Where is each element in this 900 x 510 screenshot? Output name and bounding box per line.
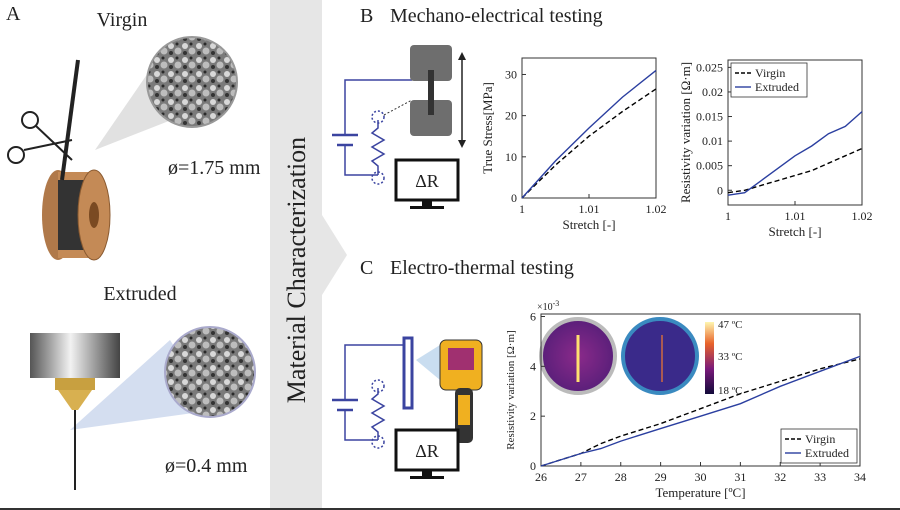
spool: [42, 59, 111, 261]
x-axis-label: Stretch [-]: [562, 217, 615, 232]
thermal-images: [539, 317, 714, 395]
panel-title: Mechano-electrical testing: [390, 5, 603, 27]
y-axis-label: True Stress[MPa]: [480, 82, 495, 174]
colorbar-label: 18 ºC: [718, 385, 743, 397]
thermal-camera: [416, 339, 483, 443]
y-tick-label: 2: [530, 409, 536, 423]
x-tick-label: 1.01: [785, 209, 806, 223]
virgin-label: Virgin: [97, 9, 148, 31]
x-axis-label: Stretch [-]: [768, 224, 821, 239]
panel-label: A: [6, 3, 21, 25]
multiplier-exponent: -3: [553, 299, 560, 308]
y-tick-label: 0.015: [696, 110, 723, 124]
series-line: [521, 88, 657, 199]
extruded-label: Extruded: [103, 283, 176, 305]
legend-label: Extruded: [755, 80, 799, 94]
series-line: [540, 358, 861, 467]
sem-image: [146, 36, 238, 128]
y-axis-label: Resistivity variation [Ω·m]: [505, 330, 517, 449]
y-tick-label: 0.02: [702, 85, 723, 99]
y-tick-label: 0.01: [702, 134, 723, 148]
sem-image: [164, 326, 256, 418]
multiplier-base: ×10: [537, 302, 553, 313]
panel-title: Electro-thermal testing: [390, 257, 574, 279]
monitor: [394, 158, 460, 209]
series-line: [521, 69, 657, 199]
nozzle: [30, 333, 120, 490]
x-tick-label: 29: [655, 470, 667, 484]
x-tick-label: 32: [774, 470, 786, 484]
series-line: [540, 355, 861, 467]
y-tick-label: 0.005: [696, 159, 723, 173]
x-tick-label: 27: [575, 470, 587, 484]
x-tick-label: 31: [734, 470, 746, 484]
meter-label: ΔR: [415, 171, 439, 191]
side-label: Material Characterization: [282, 137, 311, 403]
x-tick-label: 1: [725, 209, 731, 223]
mechanical-setup: [332, 79, 412, 185]
panel-label: B: [360, 5, 373, 27]
panel-label: C: [360, 257, 373, 279]
y-tick-label: 6: [530, 309, 536, 323]
legend-box: [730, 62, 808, 98]
y-axis-label: Resistivity variation [Ω·m]: [678, 62, 693, 203]
x-tick-label: 1.02: [646, 202, 667, 216]
y-tick-label: 20: [505, 109, 517, 123]
legend-label: Virgin: [805, 432, 835, 446]
x-tick-label: 1: [519, 202, 525, 216]
series-line: [727, 111, 863, 196]
x-tick-label: 1.01: [579, 202, 600, 216]
x-tick-label: 26: [535, 470, 547, 484]
thermal-setup: [332, 336, 414, 449]
y-tick-label: 0.025: [696, 60, 723, 74]
scissors: [7, 111, 73, 164]
legend-label: Extruded: [805, 446, 849, 460]
y-tick-label: 0: [717, 183, 723, 197]
x-tick-label: 33: [814, 470, 826, 484]
tensile-grips: [383, 45, 466, 148]
monitor: [394, 428, 460, 479]
diameter-label: ø=0.4 mm: [165, 455, 248, 477]
y-tick-label: 0: [511, 191, 517, 205]
legend-box: [780, 428, 858, 464]
y-tick-label: 0: [530, 459, 536, 473]
x-tick-label: 34: [854, 470, 866, 484]
x-tick-label: 30: [695, 470, 707, 484]
legend-label: Virgin: [755, 66, 785, 80]
x-tick-label: 1.02: [852, 209, 873, 223]
diameter-label: ø=1.75 mm: [168, 157, 261, 179]
meter-label: ΔR: [415, 441, 439, 461]
side-band: [270, 0, 347, 510]
x-axis-label: Temperature [ºC]: [655, 485, 745, 500]
colorbar-label: 47 ºC: [718, 319, 743, 331]
x-tick-label: 28: [615, 470, 627, 484]
colorbar-label: 33 ºC: [718, 351, 743, 363]
y-tick-label: 10: [505, 150, 517, 164]
y-tick-label: 4: [530, 359, 536, 373]
y-tick-label: 30: [505, 67, 517, 81]
axis-multiplier: ×10-3: [537, 299, 559, 313]
